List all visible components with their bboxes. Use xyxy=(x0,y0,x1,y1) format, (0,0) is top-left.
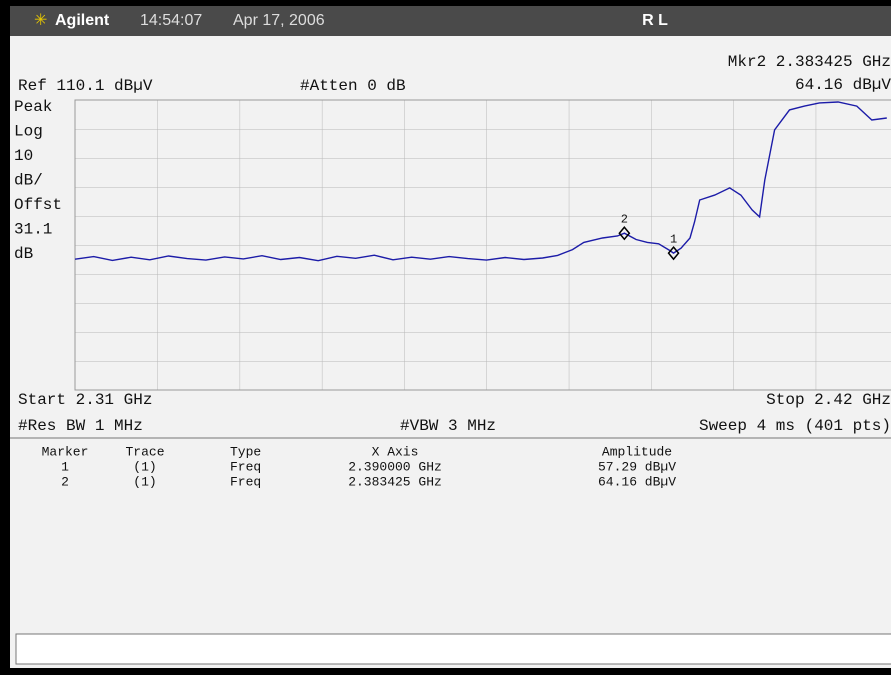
marker xyxy=(667,245,680,261)
resolution-bandwidth: #Res BW 1 MHz xyxy=(18,417,143,435)
scale-label: Offst xyxy=(14,196,62,214)
table-header: Type xyxy=(230,444,261,459)
table-header: Trace xyxy=(125,444,164,459)
start-frequency: Start 2.31 GHz xyxy=(18,391,152,409)
table-header: Amplitude xyxy=(602,444,672,459)
table-cell: 1 xyxy=(61,459,69,474)
header-bar xyxy=(10,6,891,36)
marker-label: 2 xyxy=(621,212,628,226)
table-cell: (1) xyxy=(133,474,156,489)
table-header: Marker xyxy=(42,444,89,459)
scale-label: dB/ xyxy=(14,172,43,190)
table-cell: 64.16 dBµV xyxy=(598,474,676,489)
table-header: X Axis xyxy=(372,444,419,459)
table-cell: 57.29 dBµV xyxy=(598,459,676,474)
scale-label: 31.1 xyxy=(14,221,52,239)
logo-star: ✳ xyxy=(34,12,47,29)
marker-amplitude: 64.16 dBµV xyxy=(795,76,891,94)
attenuation: #Atten 0 dB xyxy=(300,77,406,95)
video-bandwidth: #VBW 3 MHz xyxy=(400,417,496,435)
scale-label: Peak xyxy=(14,98,52,116)
stop-frequency: Stop 2.42 GHz xyxy=(766,391,891,409)
time: 14:54:07 xyxy=(140,12,202,29)
trace xyxy=(74,101,887,262)
marker-readout: Mkr2 2.383425 GHz xyxy=(728,53,891,71)
marker-label: 1 xyxy=(670,232,677,246)
reference-level: Ref 110.1 dBµV xyxy=(18,77,153,95)
marker xyxy=(618,226,631,241)
brand: Agilent xyxy=(55,12,110,29)
date: Apr 17, 2006 xyxy=(233,12,325,29)
graticule xyxy=(74,99,891,391)
table-cell: 2.383425 GHz xyxy=(348,474,442,489)
sweep: Sweep 4 ms (401 pts) xyxy=(699,417,891,435)
scale-label: Log xyxy=(14,123,43,141)
table-cell: 2 xyxy=(61,474,69,489)
table-cell: 2.390000 GHz xyxy=(348,459,442,474)
mode: R L xyxy=(642,12,668,29)
input-box xyxy=(15,633,891,665)
scale-label: dB xyxy=(14,245,33,263)
table-cell: Freq xyxy=(230,459,261,474)
scale-label: 10 xyxy=(14,147,33,165)
table-cell: (1) xyxy=(133,459,156,474)
table-cell: Freq xyxy=(230,474,261,489)
